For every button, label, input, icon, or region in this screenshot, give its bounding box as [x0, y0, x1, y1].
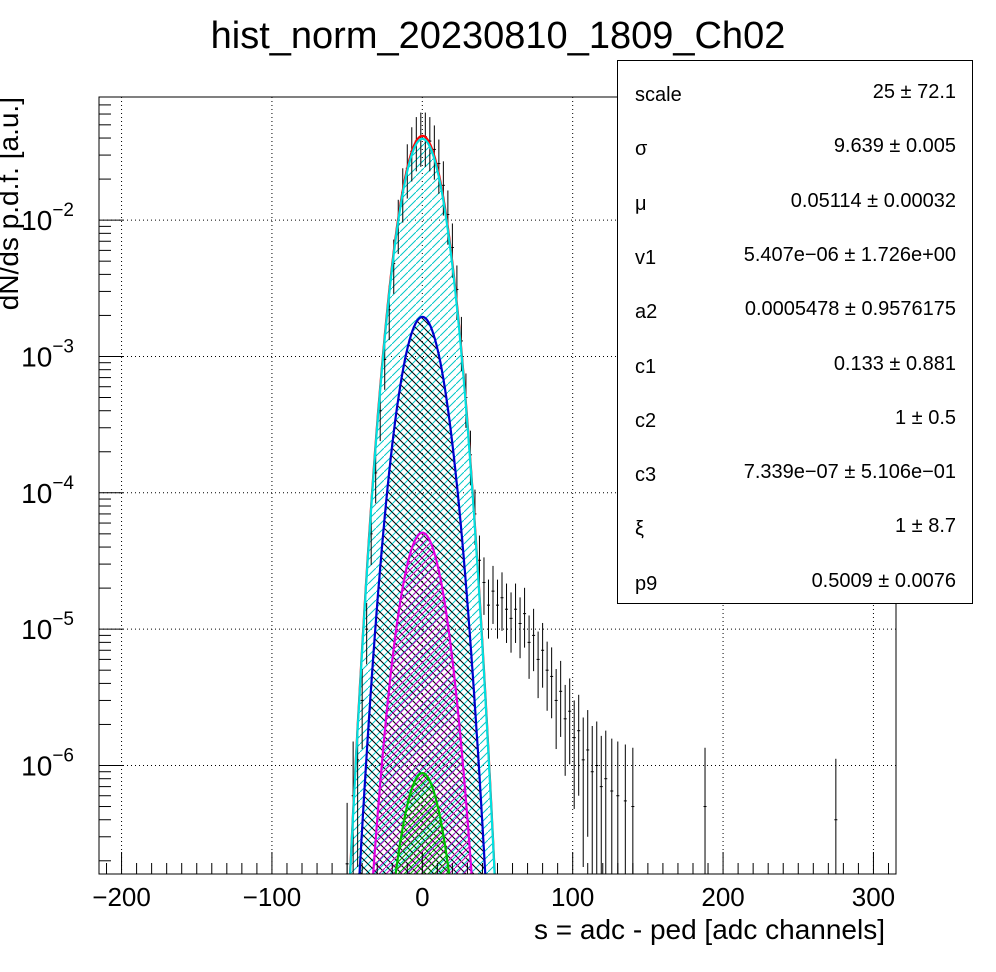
stats-param-name: v1 — [635, 246, 657, 269]
stats-row: a2 0.0005478 ± 0.9576175 — [618, 282, 972, 336]
fit-curve — [372, 531, 473, 874]
stats-param-name: scale — [635, 84, 682, 106]
stats-row: v1 5.407e−06 ± 1.726e+00 — [618, 228, 972, 282]
stats-param-name: c1 — [635, 355, 657, 378]
stats-param-value: 25 ± 72.1 — [872, 81, 956, 103]
y-tick-label: 10−6 — [21, 745, 74, 781]
y-tick-label: 10−4 — [21, 473, 74, 509]
stats-param-value: 9.639 ± 0.005 — [833, 135, 956, 158]
stats-param-name: ξ — [635, 518, 644, 541]
x-tick-label: 300 — [852, 882, 895, 912]
x-tick-label: 0 — [415, 882, 429, 912]
stats-param-name: a2 — [635, 301, 658, 324]
stats-row: c2 1 ± 0.5 — [618, 391, 972, 445]
stats-param-name: p9 — [635, 572, 658, 595]
fit-curve — [394, 772, 451, 874]
stats-param-value: 0.5009 ± 0.0076 — [811, 569, 956, 592]
fit-statistics-box: scale 25 ± 72.1 σ 9.639 ± 0.005 μ 0.05114 ± 0… — [617, 60, 973, 604]
x-axis-label: s = adc - ped [adc channels] — [534, 914, 885, 945]
stats-param-value: 5.407e−06 ± 1.726e+00 — [743, 243, 956, 266]
stats-param-value: 0.05114 ± 0.00032 — [790, 189, 956, 212]
stats-row: ξ 1 ± 8.7 — [618, 499, 972, 553]
stats-param-value: 1 ± 0.5 — [894, 406, 956, 429]
stats-row: p9 0.5009 ± 0.0076 — [618, 554, 972, 608]
stats-row: scale 25 ± 72.1 — [618, 65, 972, 119]
stats-param-name: c3 — [635, 464, 657, 487]
fit-curve — [349, 137, 496, 874]
y-tick-label: 10−2 — [21, 200, 74, 236]
stats-row: μ 0.05114 ± 0.00032 — [618, 174, 972, 228]
x-tick-label: −200 — [92, 882, 151, 912]
fit-curve — [358, 315, 487, 874]
stats-param-value: 7.339e−07 ± 5.106e−01 — [743, 461, 956, 484]
stats-row: σ 9.639 ± 0.005 — [618, 119, 972, 173]
stats-row: c1 0.133 ± 0.881 — [618, 337, 972, 391]
chart-title: hist_norm_20230810_1809_Ch02 — [211, 15, 786, 57]
y-tick-label: 10−3 — [21, 336, 74, 372]
axis-ticks: −200 −100 0 100 200 300 10−2 10−3 10−4 10−5 10−6 — [21, 96, 895, 912]
x-tick-label: −100 — [243, 882, 302, 912]
stats-param-name: μ — [635, 192, 647, 215]
y-tick-label: 10−5 — [21, 609, 74, 645]
fit-curves — [348, 134, 496, 874]
stats-param-value: 0.133 ± 0.881 — [833, 352, 956, 375]
x-tick-label: 100 — [551, 882, 594, 912]
x-tick-label: 200 — [701, 882, 744, 912]
fit-fill-area — [395, 773, 450, 874]
stats-row: c3 7.339e−07 ± 5.106e−01 — [618, 445, 972, 499]
stats-param-value: 0.0005478 ± 0.9576175 — [744, 298, 956, 321]
y-axis-label: dN/ds p.d.f. [a.u.] — [0, 97, 24, 310]
stats-param-name: c2 — [635, 409, 657, 432]
stats-param-value: 1 ± 8.7 — [894, 515, 956, 538]
stats-param-name: σ — [635, 138, 648, 161]
